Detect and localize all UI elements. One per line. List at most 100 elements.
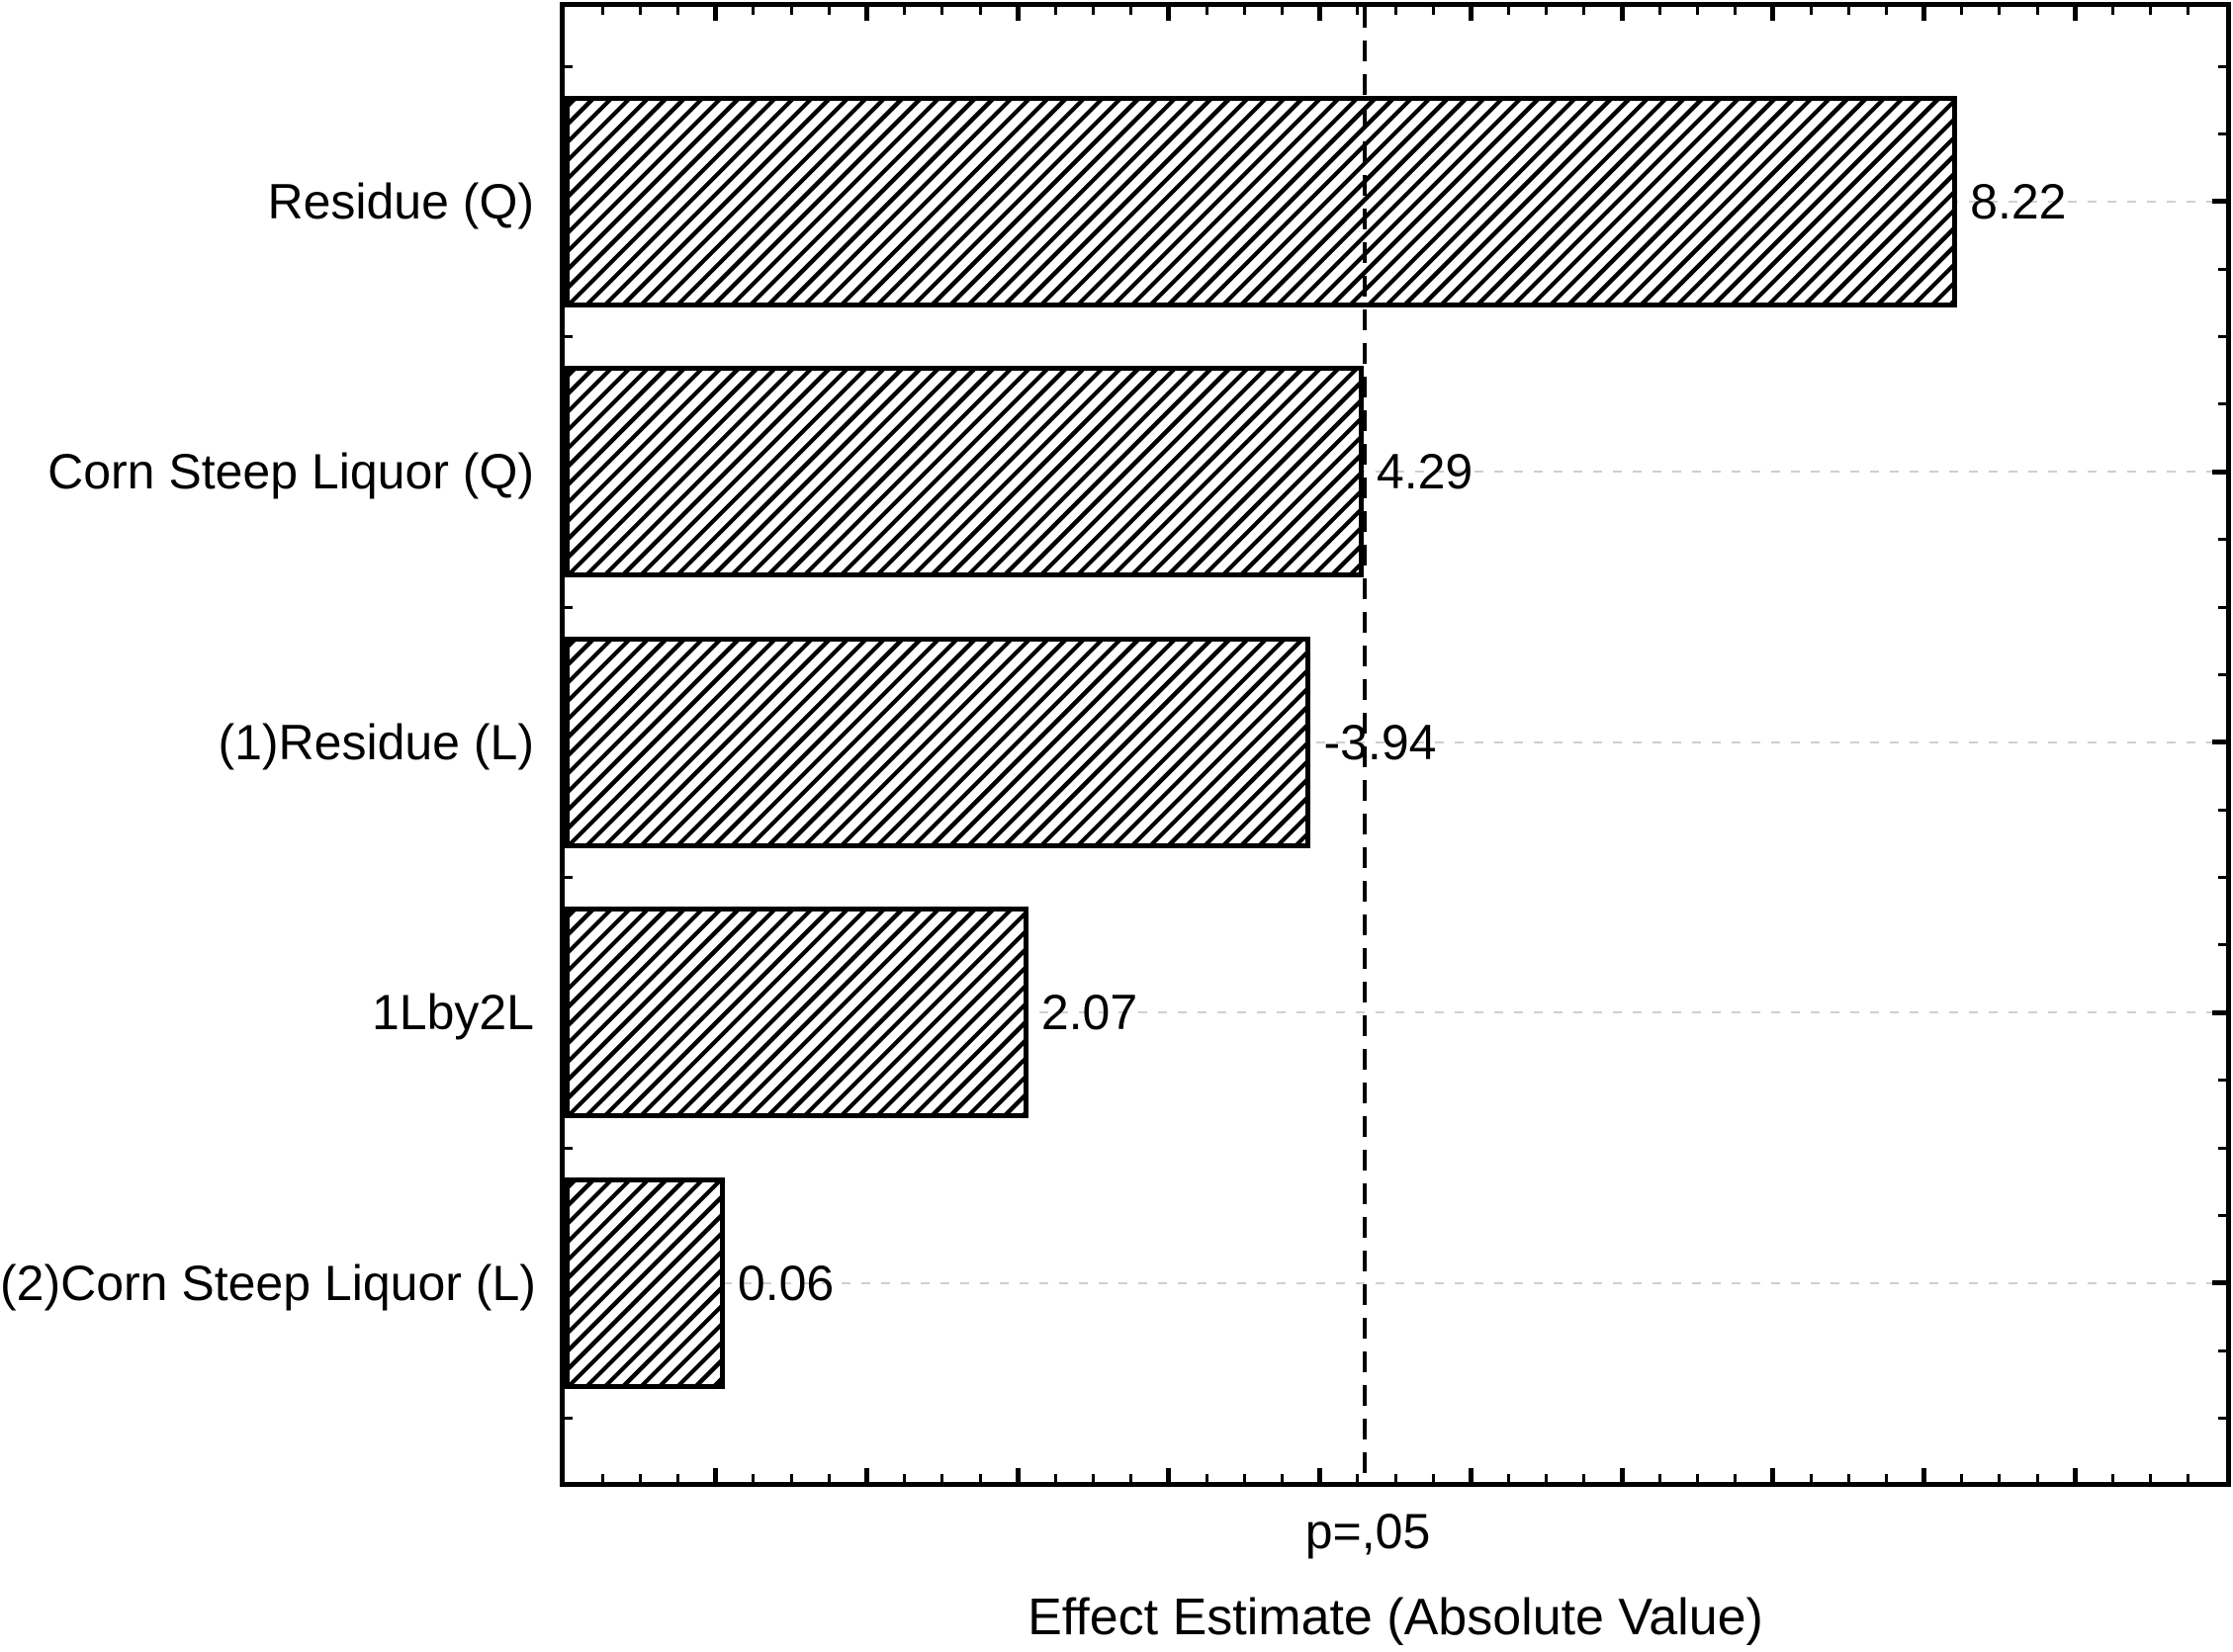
y-minor-tick-right <box>2218 64 2226 68</box>
x-minor-tick-top <box>1356 7 1360 15</box>
x-major-tick-bottom <box>1317 1468 1323 1482</box>
x-minor-tick-top <box>1507 7 1511 15</box>
y-major-tick-right <box>2212 1280 2226 1286</box>
x-major-tick-bottom <box>1770 1468 1776 1482</box>
x-minor-tick-top <box>1129 7 1133 15</box>
x-minor-tick-top <box>1431 7 1435 15</box>
x-minor-tick-bottom <box>1998 1474 2002 1482</box>
y-minor-tick-right <box>2218 131 2226 135</box>
x-minor-tick-bottom <box>1393 1474 1397 1482</box>
category-label: Corn Steep Liquor (Q) <box>47 444 534 500</box>
x-minor-tick-bottom <box>1545 1474 1549 1482</box>
x-minor-tick-bottom <box>1053 1474 1057 1482</box>
x-major-tick-top <box>1015 7 1021 21</box>
x-major-tick-bottom <box>1166 1468 1172 1482</box>
x-major-tick-top <box>1317 7 1323 21</box>
x-minor-tick-top <box>638 7 642 15</box>
category-label: (1)Residue (L) <box>218 714 534 770</box>
x-major-tick-top <box>2072 7 2078 21</box>
x-minor-tick-bottom <box>1092 1474 1096 1482</box>
x-minor-tick-bottom <box>1734 1474 1738 1482</box>
y-minor-tick-right <box>2218 267 2226 271</box>
x-minor-tick-bottom <box>903 1474 907 1482</box>
category-gridline <box>565 471 2226 474</box>
x-minor-tick-top <box>978 7 982 15</box>
bar-value-label: 8.22 <box>1970 173 2067 229</box>
x-minor-tick-bottom <box>1695 1474 1699 1482</box>
y-minor-tick-right <box>2218 808 2226 812</box>
x-major-tick-top <box>713 7 719 21</box>
category-label: 1Lby2L <box>371 985 534 1041</box>
x-minor-tick-top <box>676 7 680 15</box>
x-minor-tick-top <box>2035 7 2039 15</box>
x-minor-tick-bottom <box>638 1474 642 1482</box>
x-minor-tick-top <box>2149 7 2153 15</box>
category-label: (2)Corn Steep Liquor (L) <box>0 1255 536 1311</box>
x-minor-tick-top <box>1809 7 1813 15</box>
y-minor-tick-right <box>2218 1417 2226 1420</box>
x-minor-tick-bottom <box>1960 1474 1964 1482</box>
y-minor-tick-right <box>2218 1079 2226 1083</box>
y-minor-tick-left <box>565 1417 573 1420</box>
y-minor-tick-left <box>565 876 573 879</box>
y-minor-tick-right <box>2218 1348 2226 1352</box>
y-minor-tick-right <box>2218 672 2226 676</box>
x-minor-tick-top <box>1205 7 1208 15</box>
x-minor-tick-bottom <box>2149 1474 2153 1482</box>
y-minor-tick-right <box>2218 335 2226 338</box>
y-major-tick-right <box>2212 1009 2226 1015</box>
x-major-tick-top <box>863 7 869 21</box>
x-minor-tick-top <box>903 7 907 15</box>
x-major-tick-top <box>1770 7 1776 21</box>
x-minor-tick-top <box>1280 7 1284 15</box>
significance-threshold-line <box>1363 7 1368 1482</box>
x-minor-tick-top <box>1242 7 1246 15</box>
bar-value-label: 0.06 <box>737 1255 835 1311</box>
x-minor-tick-top <box>1734 7 1738 15</box>
x-major-tick-top <box>1468 7 1474 21</box>
x-minor-tick-bottom <box>1431 1474 1435 1482</box>
y-minor-tick-right <box>2218 876 2226 879</box>
x-minor-tick-bottom <box>752 1474 756 1482</box>
bar--1-residue-l- <box>565 636 1311 848</box>
x-minor-tick-bottom <box>789 1474 793 1482</box>
significance-line-label: p=,05 <box>1304 1504 1431 1559</box>
bar-value-label: -3.94 <box>1323 714 1437 770</box>
category-gridline <box>565 740 2226 743</box>
bar-value-label: 2.07 <box>1040 985 1138 1041</box>
x-minor-tick-bottom <box>1657 1474 1661 1482</box>
x-major-tick-bottom <box>2072 1468 2078 1482</box>
bar-1lby2l <box>565 907 1028 1119</box>
x-minor-tick-top <box>1657 7 1661 15</box>
x-minor-tick-top <box>789 7 793 15</box>
x-minor-tick-bottom <box>1846 1474 1850 1482</box>
y-minor-tick-right <box>2218 538 2226 542</box>
x-minor-tick-bottom <box>940 1474 944 1482</box>
x-minor-tick-bottom <box>1242 1474 1246 1482</box>
x-minor-tick-top <box>2187 7 2190 15</box>
x-minor-tick-bottom <box>827 1474 831 1482</box>
y-minor-tick-right <box>2218 943 2226 947</box>
x-major-tick-top <box>1921 7 1927 21</box>
x-major-tick-bottom <box>1468 1468 1474 1482</box>
x-minor-tick-bottom <box>1205 1474 1208 1482</box>
category-gridline <box>565 1281 2226 1284</box>
x-minor-tick-bottom <box>1809 1474 1813 1482</box>
y-minor-tick-left <box>565 1146 573 1150</box>
x-minor-tick-top <box>600 7 604 15</box>
category-gridline <box>565 1011 2226 1014</box>
x-minor-tick-bottom <box>1582 1474 1586 1482</box>
bar-residue-q- <box>565 95 1958 307</box>
y-minor-tick-right <box>2218 605 2226 609</box>
bar--2-corn-steep-liquor-l- <box>565 1176 725 1389</box>
y-major-tick-right <box>2212 199 2226 205</box>
x-major-tick-bottom <box>863 1468 869 1482</box>
x-minor-tick-top <box>1960 7 1964 15</box>
x-minor-tick-top <box>1884 7 1888 15</box>
x-minor-tick-bottom <box>676 1474 680 1482</box>
y-minor-tick-left <box>565 605 573 609</box>
x-minor-tick-top <box>2110 7 2114 15</box>
x-major-tick-top <box>1619 7 1625 21</box>
x-major-tick-bottom <box>1015 1468 1021 1482</box>
